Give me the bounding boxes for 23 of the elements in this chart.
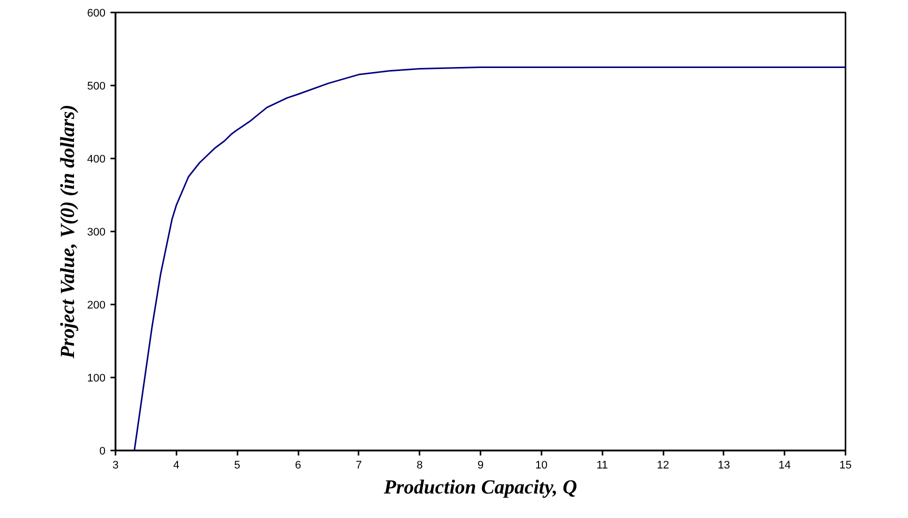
y-tick-label: 600 — [87, 8, 106, 20]
y-tick-label: 300 — [87, 226, 106, 238]
x-tick-label: 9 — [477, 460, 484, 472]
x-tick-label: 14 — [778, 460, 791, 472]
y-axis-title: Project Value, V(0) (in dollars) — [57, 104, 80, 360]
x-tick-label: 5 — [234, 460, 240, 472]
x-tick-label: 11 — [596, 460, 608, 472]
x-tick-label: 15 — [839, 460, 852, 472]
y-tick-label: 200 — [87, 300, 106, 312]
x-tick-label: 6 — [294, 460, 302, 472]
line-series — [134, 66, 846, 450]
x-tick-label: 10 — [535, 460, 548, 472]
x-tick-label: 3 — [112, 460, 119, 472]
y-tick-label: 500 — [87, 80, 106, 92]
x-axis-title: Production Capacity, Q — [382, 476, 578, 498]
x-tick-label: 8 — [416, 460, 423, 472]
x-tick-label: 7 — [356, 460, 362, 472]
y-tick-label: 400 — [87, 154, 106, 166]
x-tick-label: 13 — [718, 460, 730, 472]
y-tick-label: 100 — [87, 372, 106, 384]
y-tick-label: 0 — [99, 446, 106, 458]
x-tick-label: 4 — [173, 460, 180, 472]
x-tick-label: 12 — [656, 460, 670, 472]
